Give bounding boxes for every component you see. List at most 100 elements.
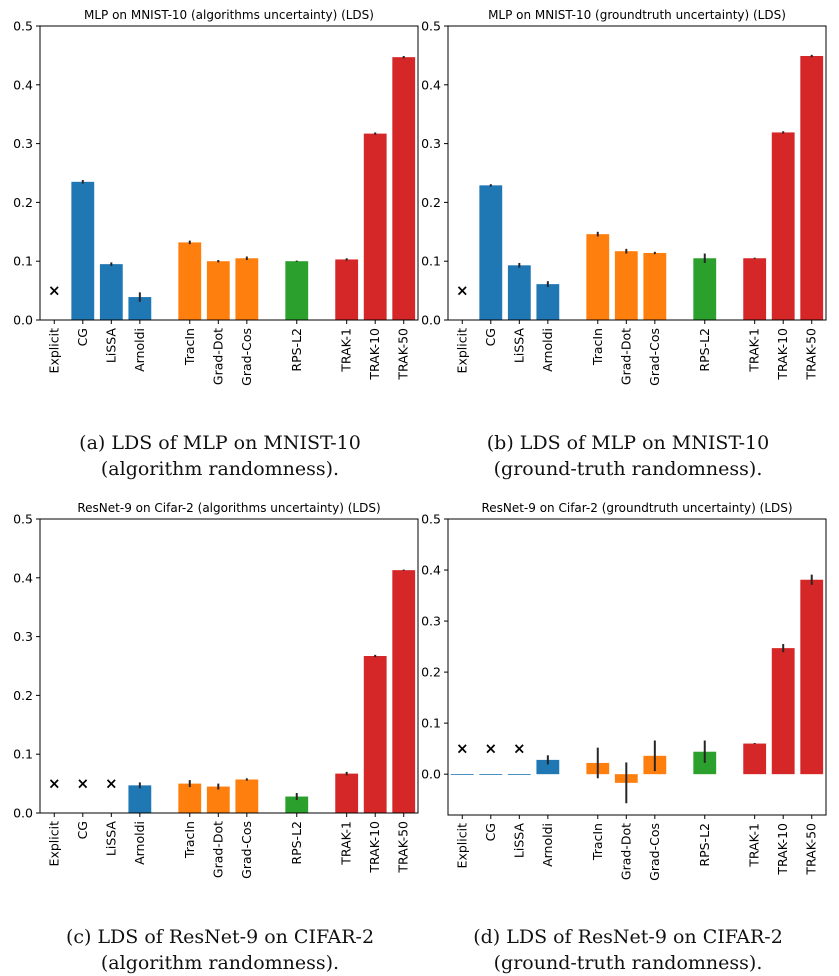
x-tick-label-trak-1: TRAK-1 bbox=[339, 821, 354, 866]
y-tick-label: 0.1 bbox=[421, 254, 441, 269]
chart-title: MLP on MNIST-10 (groundtruth uncertainty… bbox=[488, 8, 786, 22]
bar-grad-dot bbox=[206, 786, 230, 813]
y-tick-label: 0.0 bbox=[13, 806, 33, 821]
x-tick-label-cg: CG bbox=[75, 328, 90, 346]
bar-arnoldi bbox=[536, 759, 560, 775]
chart-panel-b: MLP on MNIST-10 (groundtruth uncertainty… bbox=[421, 8, 827, 386]
missing-marker-explicit: × bbox=[456, 740, 469, 758]
x-tick-label-explicit: Explicit bbox=[454, 328, 469, 374]
x-tick-label-arnoldi: Arnoldi bbox=[540, 328, 555, 372]
y-tick-label: 0.2 bbox=[13, 688, 33, 703]
caption-c-line2: (algorithm randomness). bbox=[100, 952, 340, 974]
bar-grad-dot bbox=[614, 251, 638, 320]
caption-b: (b) LDS of MLP on MNIST-10 (ground-truth… bbox=[428, 430, 828, 482]
bar-grad-cos bbox=[235, 779, 259, 813]
x-tick-label-trak-50: TRAK-50 bbox=[396, 328, 411, 381]
bar-arnoldi bbox=[128, 297, 152, 320]
y-tick-label: 0.1 bbox=[421, 716, 441, 731]
y-tick-label: 0.5 bbox=[421, 512, 441, 527]
x-tick-label-rps-l2: RPS-L2 bbox=[289, 328, 304, 372]
x-tick-label-grad-cos: Grad-Cos bbox=[239, 821, 254, 879]
x-tick-label-lissa: LiSSA bbox=[103, 328, 118, 364]
x-tick-label-grad-cos: Grad-Cos bbox=[239, 328, 254, 386]
x-tick-label-arnoldi: Arnoldi bbox=[540, 823, 555, 867]
bar-trak-1 bbox=[743, 258, 767, 320]
bar-grad-cos bbox=[643, 252, 667, 320]
x-tick-label-lissa: LiSSA bbox=[511, 823, 526, 859]
axes-frame bbox=[447, 518, 827, 816]
x-tick-label-tracin: TracIn bbox=[182, 821, 197, 859]
x-tick-label-arnoldi: Arnoldi bbox=[132, 328, 147, 372]
x-tick-label-trak-1: TRAK-1 bbox=[747, 823, 762, 868]
x-tick-label-cg: CG bbox=[75, 821, 90, 839]
bar-grad-cos bbox=[235, 258, 259, 320]
missing-marker-explicit: × bbox=[456, 282, 469, 300]
x-tick-label-grad-cos: Grad-Cos bbox=[647, 328, 662, 386]
bar-trak-1 bbox=[335, 773, 359, 813]
chart-panel-d: ResNet-9 on Cifar-2 (groundtruth uncerta… bbox=[421, 501, 827, 881]
x-tick-label-grad-dot: Grad-Dot bbox=[210, 328, 225, 385]
bar-tracin bbox=[178, 242, 202, 320]
bar-lissa bbox=[99, 264, 123, 320]
missing-marker-cg: × bbox=[77, 775, 90, 793]
chart-title: MLP on MNIST-10 (algorithms uncertainty)… bbox=[84, 8, 374, 22]
missing-marker-explicit: × bbox=[48, 775, 61, 793]
x-tick-label-grad-dot: Grad-Dot bbox=[618, 823, 633, 880]
y-tick-label: 0.2 bbox=[13, 195, 33, 210]
y-tick-label: 0.1 bbox=[13, 254, 33, 269]
bar-trak-10 bbox=[771, 648, 795, 775]
x-tick-label-grad-dot: Grad-Dot bbox=[210, 821, 225, 878]
y-tick-label: 0.0 bbox=[421, 767, 441, 782]
bar-trak-50 bbox=[800, 55, 824, 320]
missing-marker-explicit: × bbox=[48, 282, 61, 300]
y-tick-label: 0.4 bbox=[13, 570, 33, 585]
bar-tracin bbox=[586, 234, 610, 320]
bar-cg bbox=[479, 185, 503, 320]
x-tick-label-rps-l2: RPS-L2 bbox=[697, 328, 712, 372]
bar-rps-l2 bbox=[285, 796, 309, 813]
caption-b-line1: (b) LDS of MLP on MNIST-10 bbox=[486, 432, 770, 454]
x-tick-label-lissa: LiSSA bbox=[511, 328, 526, 364]
y-tick-label: 0.1 bbox=[13, 747, 33, 762]
y-tick-label: 0.5 bbox=[421, 19, 441, 34]
x-tick-label-rps-l2: RPS-L2 bbox=[697, 823, 712, 867]
x-tick-label-trak-10: TRAK-10 bbox=[367, 821, 382, 874]
x-tick-label-trak-50: TRAK-50 bbox=[396, 821, 411, 874]
y-tick-label: 0.4 bbox=[421, 77, 441, 92]
bar-trak-50 bbox=[392, 57, 416, 320]
y-tick-label: 0.5 bbox=[13, 19, 33, 34]
x-tick-label-lissa: LiSSA bbox=[103, 821, 118, 857]
caption-c: (c) LDS of ResNet-9 on CIFAR-2 (algorith… bbox=[20, 924, 420, 976]
chart-title: ResNet-9 on Cifar-2 (algorithms uncertai… bbox=[77, 501, 380, 515]
x-tick-label-trak-10: TRAK-10 bbox=[775, 823, 790, 876]
chart-title: ResNet-9 on Cifar-2 (groundtruth uncerta… bbox=[481, 501, 792, 515]
bar-tracin bbox=[178, 783, 202, 813]
caption-c-line1: (c) LDS of ResNet-9 on CIFAR-2 bbox=[65, 926, 375, 948]
axes-frame bbox=[39, 518, 419, 814]
x-tick-label-tracin: TracIn bbox=[182, 328, 197, 366]
bar-grad-dot bbox=[206, 261, 230, 320]
x-tick-label-trak-1: TRAK-1 bbox=[339, 328, 354, 373]
caption-d-line1: (d) LDS of ResNet-9 on CIFAR-2 bbox=[473, 926, 783, 948]
caption-a: (a) LDS of MLP on MNIST-10 (algorithm ra… bbox=[20, 430, 420, 482]
x-tick-label-trak-1: TRAK-1 bbox=[747, 328, 762, 373]
bar-trak-50 bbox=[800, 579, 824, 775]
caption-d: (d) LDS of ResNet-9 on CIFAR-2 (ground-t… bbox=[428, 924, 828, 976]
y-tick-label: 0.3 bbox=[421, 614, 441, 629]
y-tick-label: 0.0 bbox=[421, 313, 441, 328]
bar-trak-10 bbox=[771, 132, 795, 320]
x-tick-label-trak-50: TRAK-50 bbox=[804, 823, 819, 876]
bar-trak-1 bbox=[743, 743, 767, 775]
x-tick-label-trak-50: TRAK-50 bbox=[804, 328, 819, 381]
bar-explicit bbox=[450, 774, 474, 775]
y-tick-label: 0.0 bbox=[13, 313, 33, 328]
bar-arnoldi bbox=[536, 284, 560, 320]
x-tick-label-tracin: TracIn bbox=[590, 328, 605, 366]
chart-panel-c: ResNet-9 on Cifar-2 (algorithms uncertai… bbox=[13, 501, 419, 879]
x-tick-label-rps-l2: RPS-L2 bbox=[289, 821, 304, 865]
x-tick-label-explicit: Explicit bbox=[46, 328, 61, 374]
y-tick-label: 0.3 bbox=[13, 629, 33, 644]
bar-cg bbox=[479, 774, 503, 775]
y-tick-label: 0.2 bbox=[421, 195, 441, 210]
